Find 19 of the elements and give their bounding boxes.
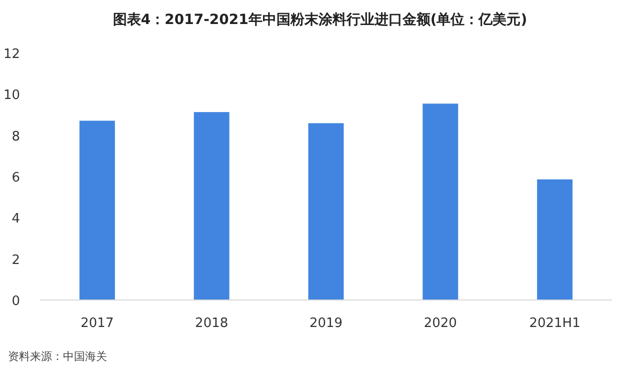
y-tick-label: 8 <box>12 129 20 144</box>
y-tick-label: 4 <box>12 212 20 227</box>
bar <box>194 112 230 300</box>
x-tick-label: 2020 <box>424 316 457 331</box>
bar <box>79 120 115 300</box>
bar <box>537 179 573 300</box>
y-tick-label: 2 <box>12 252 20 268</box>
y-tick-label: 6 <box>12 170 20 186</box>
x-tick-label: 2018 <box>195 316 228 331</box>
text: 资料来源：中国海关 <box>8 350 107 363</box>
bar <box>308 123 344 300</box>
x-tick-label: 2017 <box>80 316 114 331</box>
y-tick-label: 10 <box>3 88 20 104</box>
chart-title: 图表4：2017-2021年中国粉末涂料行业进口金额(单位：亿美元) <box>112 11 528 28</box>
x-tick-label: 2019 <box>309 316 343 331</box>
y-tick-label: 0 <box>12 294 20 309</box>
x-tick-label: 2021H1 <box>529 316 580 331</box>
y-tick-label: 12 <box>3 47 20 62</box>
bar <box>422 104 458 300</box>
